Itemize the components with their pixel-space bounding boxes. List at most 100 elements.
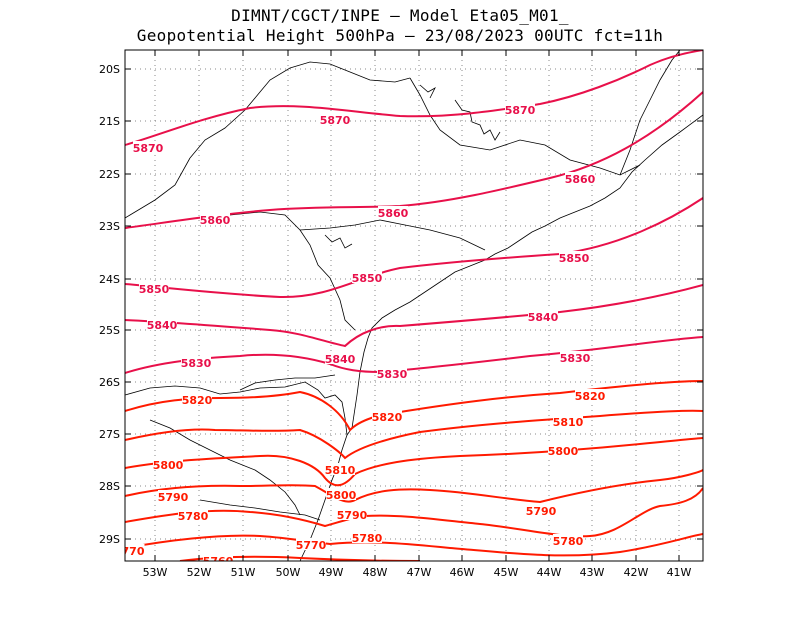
contour-label-bg [178,509,208,521]
contour-5810 [125,409,703,460]
contour-label-bg [182,393,212,405]
contour-5770 [125,533,703,557]
contour-label-bg [565,172,595,184]
contour-label-bg [352,531,382,543]
longitude-axis: 53W 52W 51W 50W 49W 48W 47W 46W 45W 44W 43W 42W 41W [143,50,692,579]
contour-label-bg [158,490,188,502]
contour-5850 [125,197,703,299]
lat-label: 22S [99,168,120,181]
lon-label: 47W [407,566,432,579]
state-border-pr [229,211,356,331]
contour-label-5870: 5870 [320,114,351,127]
contour-label-bg [153,458,183,470]
contour-label-bg [553,415,583,427]
state-border-mg-es [619,50,681,176]
lon-label: 52W [187,566,212,579]
contour-label-5820: 5820 [182,394,213,407]
lat-label: 20S [99,63,120,76]
contour-label-5860: 5860 [378,207,409,220]
coastline [125,114,703,437]
contour-5820 [125,380,703,432]
coastlines-borders [125,50,703,561]
state-border-sp-pr2 [299,219,486,251]
contour-label-5800: 5800 [153,459,184,472]
lat-label: 29S [99,533,120,546]
contour-5790 [125,469,703,504]
state-border-sp-mg [189,61,411,159]
contour-label-bg [320,113,350,125]
contour-label-bg [378,206,408,218]
contour-label-bg [575,389,605,401]
contour-lines [125,50,703,561]
contour-label-5820: 5820 [575,390,606,403]
contour-label-5790: 5790 [158,491,189,504]
contour-label-5800: 5800 [548,445,579,458]
lon-label: 48W [363,566,388,579]
contour-label-bg [326,488,356,500]
contour-label-bg [125,544,145,556]
contour-label-5810: 5810 [553,416,584,429]
contour-label-bg [203,554,233,561]
contour-label-5830: 5830 [377,368,408,381]
contour-5800 [125,437,703,487]
lon-label: 42W [624,566,649,579]
contour-label-5850: 5850 [352,272,383,285]
lon-label: 45W [494,566,519,579]
contour-label-5820: 5820 [372,411,403,424]
contour-label-bg [559,251,589,263]
contour-label-bg [553,534,583,546]
contour-label-bg [528,310,558,322]
lat-label: 25S [99,324,120,337]
contour-label-5870: 5870 [133,142,164,155]
contour-label-5830: 5830 [560,352,591,365]
map-title-line1: DIMNT/CGCT/INPE – Model Eta05_M01_ [231,6,569,25]
state-border-mg-rj [409,77,641,176]
contour-label-bg [139,282,169,294]
lon-label: 49W [319,566,344,579]
lon-label: 50W [276,566,301,579]
contour-label-5850: 5850 [139,283,170,296]
contour-label-bg [548,444,578,456]
lat-label: 26S [99,376,120,389]
lon-label: 44W [537,566,562,579]
lagoon-border [199,499,321,521]
contour-labels: 5870 5870 5870 5860 5860 5860 5850 5850 5850 5840… [122,103,606,561]
contour-label-5810: 5810 [325,464,356,477]
contour-5870 [125,50,703,146]
contour-label-bg [337,508,367,520]
state-border-pr-sc [239,374,336,391]
contour-label-bg [325,463,355,475]
contour-label-bg [325,352,355,364]
state-border-sc-rs [149,419,301,516]
contour-5860 [125,91,703,229]
lat-label: 28S [99,480,120,493]
contour-label-5770: 770 [122,545,145,558]
contour-label-bg [296,538,326,550]
contour-label-5860: 5860 [565,173,596,186]
contour-label-bg [200,213,230,225]
contour-5780 [125,487,703,538]
contour-label-bg [372,410,402,422]
contour-label-5770: 5770 [296,539,327,552]
contour-label-5840: 5840 [325,353,356,366]
contour-label-5780: 5780 [178,510,209,523]
map-title-line2: Geopotential Height 500hPa – 23/08/2023 … [136,26,664,45]
lon-label: 46W [450,566,475,579]
reservoir [454,99,501,141]
contour-label-5870: 5870 [505,104,536,117]
contour-label-bg [377,367,407,379]
contour-label-5840: 5840 [147,319,178,332]
contour-label-5840: 5840 [528,311,559,324]
contour-label-bg [147,318,177,330]
contour-label-bg [133,141,163,153]
lat-label: 27S [99,428,120,441]
lon-label: 43W [580,566,605,579]
latitude-axis: 20S 21S 22S 23S 24S 25S 26S 27S 28S 29S [99,63,703,546]
contour-label-5830: 5830 [181,357,212,370]
contour-label-bg [181,356,211,368]
lon-label: 51W [231,566,256,579]
lon-label: 53W [143,566,168,579]
contour-label-5790: 5790 [526,505,557,518]
contour-label-5860: 5860 [200,214,231,227]
